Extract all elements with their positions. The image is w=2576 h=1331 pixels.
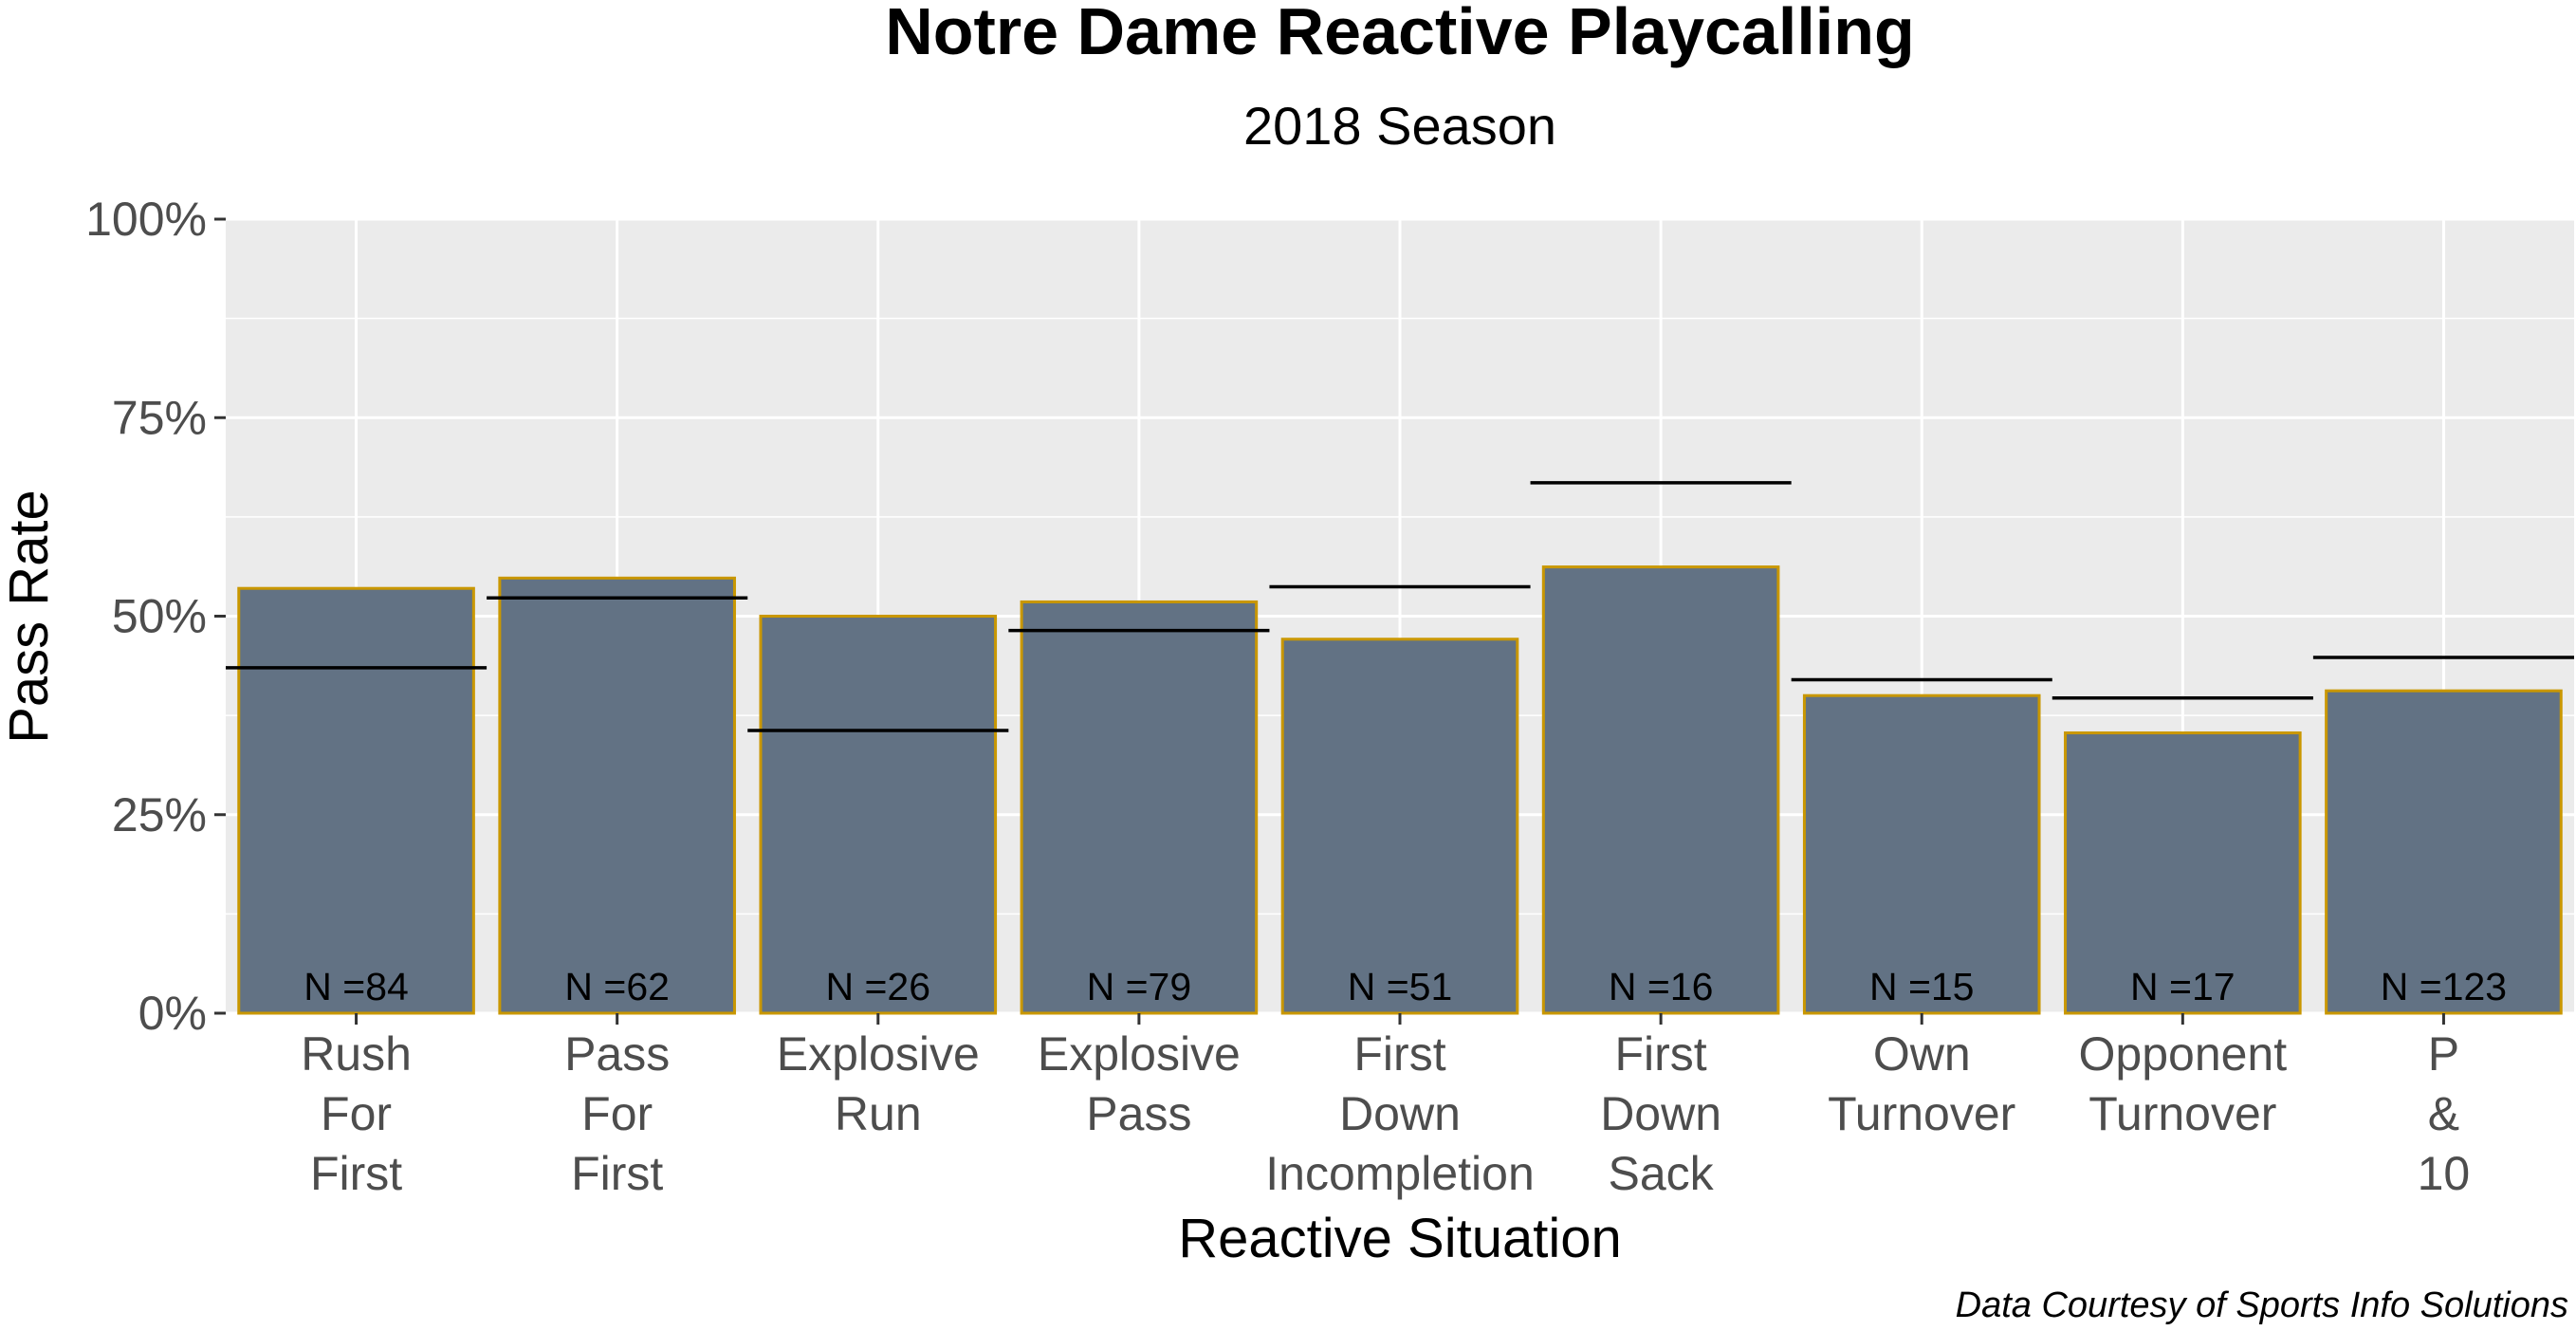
bar xyxy=(1280,638,1519,1015)
n-label: N =84 xyxy=(304,965,409,1008)
x-tick-label-line: & xyxy=(2428,1087,2459,1140)
bar xyxy=(2325,689,2563,1015)
x-tick-label-line: 10 xyxy=(2418,1147,2471,1200)
n-label: N =17 xyxy=(2130,965,2236,1008)
x-tick-label: P & 10 xyxy=(2418,1027,2471,1200)
bar xyxy=(1802,693,2041,1015)
n-label: N =123 xyxy=(2381,965,2507,1008)
bar xyxy=(759,615,998,1015)
x-tick-label: Own Turnover xyxy=(1828,1027,2015,1140)
x-tick-label: First Down Incompletion xyxy=(1265,1027,1535,1200)
n-label: N =79 xyxy=(1087,965,1192,1008)
x-tick-label-line: For xyxy=(321,1087,392,1140)
x-tick-label-line: Explosive xyxy=(1038,1027,1241,1081)
x-tick-label-line: Incompletion xyxy=(1265,1147,1535,1200)
bar xyxy=(498,576,736,1015)
x-tick-label: Rush For First xyxy=(301,1027,412,1200)
chart-subtitle: 2018 Season xyxy=(1243,96,1556,156)
x-tick-label: Explosive Pass xyxy=(1038,1027,1241,1140)
x-tick-label-line: Down xyxy=(1600,1087,1721,1140)
x-tick-label-line: First xyxy=(1353,1027,1445,1081)
x-tick-label-line: Pass xyxy=(1086,1087,1191,1140)
caption: Data Courtesy of Sports Info Solutions xyxy=(1956,1285,2568,1325)
chart-title: Notre Dame Reactive Playcalling xyxy=(885,0,1914,68)
bar xyxy=(1020,600,1259,1015)
x-tick-label-line: Run xyxy=(835,1087,922,1140)
x-tick-label-line: First xyxy=(1615,1027,1707,1081)
y-axis: 0% 25% 50% 75% 100% xyxy=(85,193,226,1040)
bar xyxy=(1541,565,1780,1015)
x-tick-label-line: P xyxy=(2428,1027,2459,1081)
x-tick-label-line: Sack xyxy=(1609,1147,1715,1200)
n-labels: N =84 N =62 N =26 N =79 N =51 N =16 N =15 N =17… xyxy=(304,965,2507,1008)
y-axis-title: Pass Rate xyxy=(0,490,60,744)
x-tick-label-line: Pass xyxy=(564,1027,670,1081)
y-tick-label: 0% xyxy=(138,987,207,1040)
bar xyxy=(2064,731,2302,1015)
n-label: N =51 xyxy=(1348,965,1453,1008)
x-tick-label: First Down Sack xyxy=(1600,1027,1721,1200)
y-tick-label: 100% xyxy=(85,193,207,246)
n-label: N =15 xyxy=(1869,965,1975,1008)
x-tick-label-line: First xyxy=(310,1147,402,1200)
bar xyxy=(237,586,475,1015)
x-tick-label-line: Opponent xyxy=(2079,1027,2288,1081)
x-tick-label-line: Turnover xyxy=(1828,1087,2015,1140)
x-tick-label-line: Own xyxy=(1873,1027,1971,1081)
bars xyxy=(237,565,2563,1015)
x-tick-label-line: Rush xyxy=(301,1027,412,1081)
n-label: N =62 xyxy=(564,965,670,1008)
x-tick-label-line: Turnover xyxy=(2088,1087,2276,1140)
y-tick-label: 25% xyxy=(112,788,207,841)
x-tick-label-line: First xyxy=(571,1147,663,1200)
y-tick-label: 75% xyxy=(112,391,207,444)
x-tick-label: Explosive Run xyxy=(777,1027,980,1140)
x-axis-title: Reactive Situation xyxy=(1178,1208,1621,1269)
x-tick-label: Opponent Turnover xyxy=(2079,1027,2288,1140)
x-tick-label-line: Down xyxy=(1339,1087,1461,1140)
reference-lines xyxy=(226,481,2574,732)
x-tick-label-line: Explosive xyxy=(777,1027,980,1081)
n-label: N =16 xyxy=(1609,965,1714,1008)
x-tick-label: Pass For First xyxy=(564,1027,670,1200)
x-tick-label-line: For xyxy=(581,1087,653,1140)
y-tick-label: 50% xyxy=(112,590,207,643)
n-label: N =26 xyxy=(825,965,930,1008)
